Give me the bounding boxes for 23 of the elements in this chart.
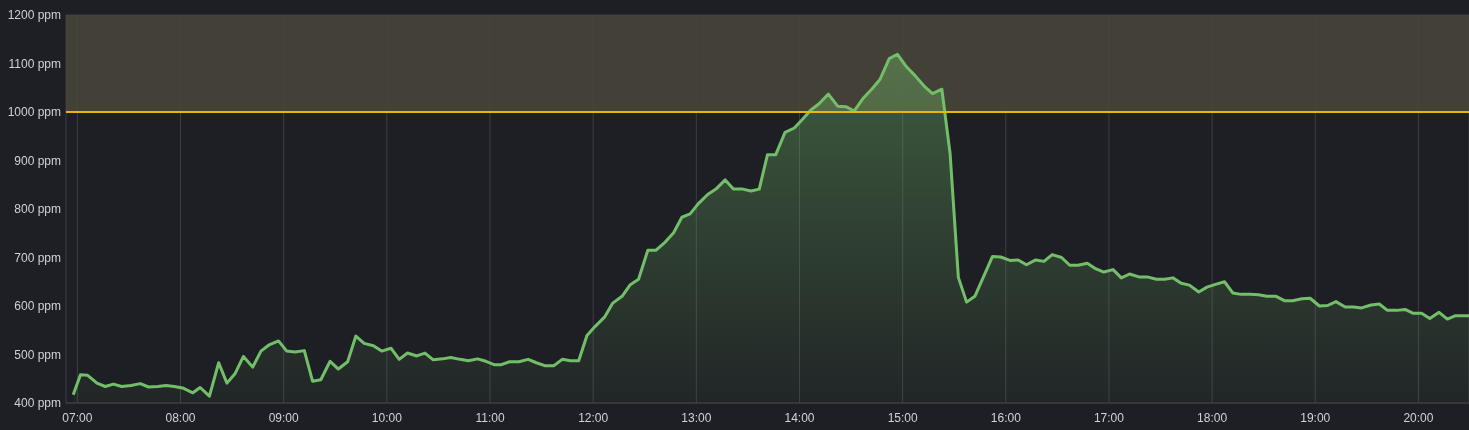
x-tick-label: 12:00	[578, 410, 609, 425]
x-tick-label: 08:00	[165, 410, 196, 425]
x-tick-label: 15:00	[887, 410, 918, 425]
x-tick-label: 16:00	[990, 410, 1022, 425]
x-tick-label: 19:00	[1300, 410, 1331, 425]
y-tick-label: 700 ppm	[14, 250, 61, 265]
y-tick-label: 400 ppm	[14, 396, 61, 411]
y-tick-label: 900 ppm	[14, 153, 61, 168]
y-tick-label: 500 ppm	[14, 347, 61, 362]
y-tick-label: 1200 ppm	[7, 8, 61, 23]
x-tick-label: 17:00	[1093, 410, 1125, 425]
x-tick-label: 11:00	[475, 410, 505, 425]
x-tick-label: 20:00	[1403, 410, 1434, 425]
y-tick-label: 600 ppm	[14, 299, 61, 314]
x-tick-label: 18:00	[1197, 410, 1228, 425]
y-tick-label: 800 ppm	[14, 202, 61, 217]
y-tick-label: 1100 ppm	[8, 56, 61, 71]
y-tick-label: 1000 ppm	[7, 105, 61, 120]
x-tick-label: 07:00	[62, 410, 93, 425]
x-tick-label: 10:00	[371, 410, 403, 425]
x-tick-label: 14:00	[784, 410, 815, 425]
x-tick-label: 09:00	[268, 410, 300, 425]
x-tick-label: 13:00	[681, 410, 712, 425]
